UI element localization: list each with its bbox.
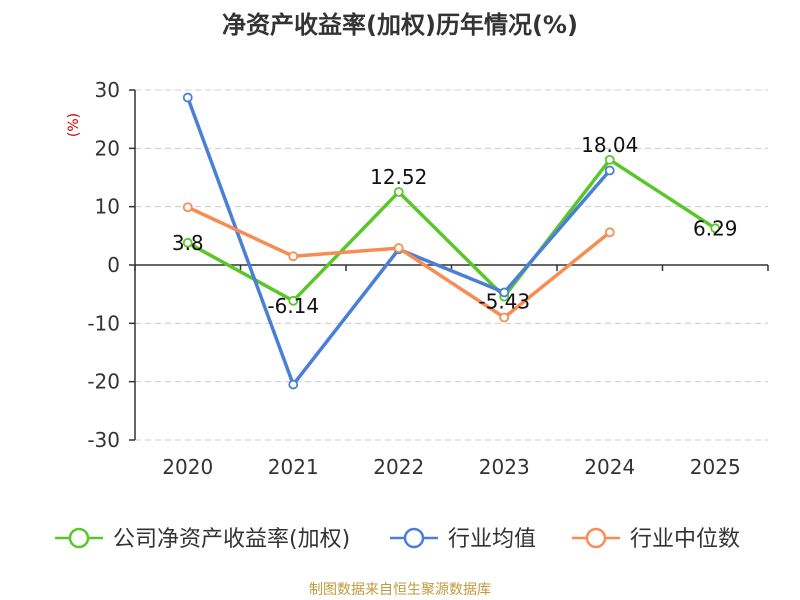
data-label: 12.52 — [370, 165, 427, 189]
series-point — [393, 187, 404, 197]
data-label: 18.04 — [581, 133, 638, 157]
series-point — [604, 154, 615, 165]
legend-label: 行业均值 — [448, 527, 536, 552]
legend-label: 行业中位数 — [630, 527, 740, 552]
grid-lines — [135, 89, 768, 441]
series-point — [288, 379, 299, 390]
y-tick-label: -20 — [87, 370, 120, 394]
series-point — [604, 165, 615, 176]
y-tick-label: 0 — [107, 253, 120, 277]
y-tick-label: 30 — [95, 78, 120, 102]
series-3 — [182, 202, 615, 323]
y-tick-label: 20 — [95, 136, 120, 160]
x-tick-label: 2022 — [373, 455, 424, 479]
chart-title: 净资产收益率(加权)历年情况(%) — [222, 11, 578, 39]
legend-label: 公司净资产收益率(加权) — [113, 527, 350, 552]
series-point — [288, 295, 299, 306]
data-label: -6.14 — [267, 294, 319, 318]
series-line — [186, 158, 717, 303]
series-point — [393, 243, 404, 253]
series-point — [499, 287, 510, 298]
legend-marker — [585, 527, 607, 549]
legend-marker — [403, 527, 425, 549]
legend[interactable]: 公司净资产收益率(加权) 行业均值 行业中位数 — [55, 527, 740, 552]
x-tick-label: 2025 — [690, 455, 741, 479]
legend-marker — [68, 527, 90, 549]
series-point — [182, 202, 193, 213]
data-labels: 3.8 -6.14 12.52 -5.43 18.04 6.29 — [172, 133, 738, 318]
legend-item-1[interactable]: 公司净资产收益率(加权) — [55, 527, 350, 552]
series-point — [288, 251, 299, 262]
series-point — [604, 227, 615, 238]
y-tick-label: -30 — [87, 428, 120, 452]
series-2 — [182, 92, 615, 390]
series-point — [182, 92, 193, 103]
series-point — [182, 237, 193, 248]
x-tick-label: 2020 — [162, 455, 213, 479]
series-point — [499, 312, 510, 323]
axes: 30 20 10 0 -10 -20 -30 2020 2021 2022 2023 2024 2025 — [87, 78, 769, 479]
y-tick-label: -10 — [87, 311, 120, 335]
legend-item-2[interactable]: 行业均值 — [390, 527, 536, 552]
data-label: 6.29 — [693, 216, 738, 240]
source-note: 制图数据来自恒生聚源数据库 — [309, 582, 491, 598]
series-point — [710, 223, 721, 234]
x-tick-label: 2024 — [584, 455, 635, 479]
x-tick-label: 2023 — [479, 455, 530, 479]
series-line — [186, 96, 612, 387]
data-label: 3.8 — [172, 231, 204, 255]
x-tick-label: 2021 — [268, 455, 319, 479]
y-axis-unit-label: (%) — [66, 113, 82, 137]
y-tick-label: 10 — [95, 195, 120, 219]
series-line — [187, 205, 611, 320]
legend-item-3[interactable]: 行业中位数 — [572, 527, 740, 552]
data-label: -5.43 — [478, 290, 530, 314]
series-group — [182, 92, 721, 390]
